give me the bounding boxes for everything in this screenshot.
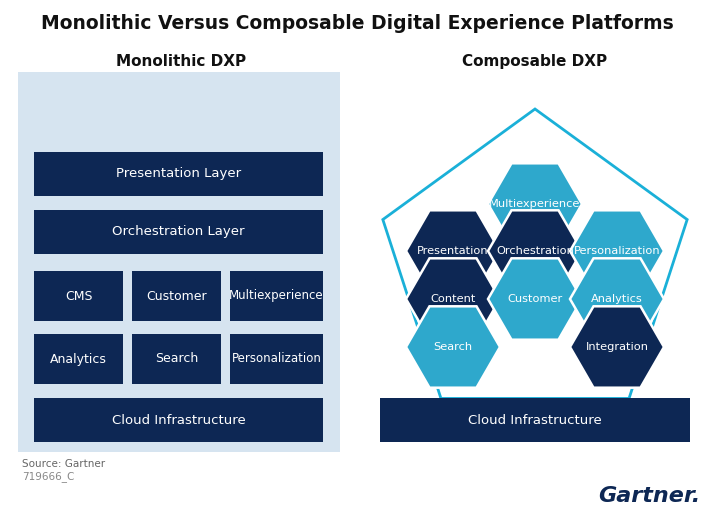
- Text: Presentation: Presentation: [417, 246, 489, 256]
- FancyBboxPatch shape: [34, 398, 323, 442]
- Text: CMS: CMS: [65, 289, 92, 303]
- FancyBboxPatch shape: [230, 334, 323, 384]
- Text: Personalization: Personalization: [232, 353, 322, 365]
- Polygon shape: [406, 259, 500, 340]
- FancyBboxPatch shape: [230, 271, 323, 321]
- Text: Orchestration Layer: Orchestration Layer: [112, 226, 245, 238]
- FancyBboxPatch shape: [34, 152, 323, 196]
- Polygon shape: [570, 210, 664, 292]
- Text: Cloud Infrastructure: Cloud Infrastructure: [468, 413, 602, 427]
- Polygon shape: [570, 306, 664, 388]
- FancyBboxPatch shape: [18, 72, 340, 452]
- FancyBboxPatch shape: [34, 271, 123, 321]
- Text: Search: Search: [433, 342, 473, 352]
- Text: Orchestration: Orchestration: [496, 246, 574, 256]
- Text: Customer: Customer: [146, 289, 207, 303]
- Polygon shape: [406, 210, 500, 292]
- Polygon shape: [488, 259, 582, 340]
- Text: Presentation Layer: Presentation Layer: [116, 168, 241, 180]
- Polygon shape: [570, 259, 664, 340]
- FancyBboxPatch shape: [380, 398, 690, 442]
- Polygon shape: [488, 163, 582, 245]
- FancyBboxPatch shape: [132, 334, 221, 384]
- Text: Cloud Infrastructure: Cloud Infrastructure: [112, 413, 245, 427]
- Text: Search: Search: [155, 353, 198, 365]
- Text: 719666_C: 719666_C: [22, 471, 74, 482]
- Text: Composable DXP: Composable DXP: [463, 54, 608, 69]
- Text: Analytics: Analytics: [591, 294, 643, 304]
- Text: Source: Gartner: Source: Gartner: [22, 459, 105, 469]
- Text: Gartner.: Gartner.: [598, 486, 700, 506]
- Polygon shape: [488, 210, 582, 292]
- Text: Analytics: Analytics: [50, 353, 107, 365]
- Text: Monolithic DXP: Monolithic DXP: [116, 54, 246, 69]
- Polygon shape: [406, 306, 500, 388]
- Text: Customer: Customer: [508, 294, 563, 304]
- FancyBboxPatch shape: [132, 271, 221, 321]
- FancyBboxPatch shape: [34, 210, 323, 254]
- Text: Multiexperience: Multiexperience: [230, 289, 324, 303]
- Text: Integration: Integration: [586, 342, 649, 352]
- Text: Monolithic Versus Composable Digital Experience Platforms: Monolithic Versus Composable Digital Exp…: [41, 14, 674, 33]
- Text: Content: Content: [430, 294, 475, 304]
- Text: Personalization: Personalization: [573, 246, 661, 256]
- FancyBboxPatch shape: [34, 334, 123, 384]
- Text: Multiexperience: Multiexperience: [489, 199, 581, 209]
